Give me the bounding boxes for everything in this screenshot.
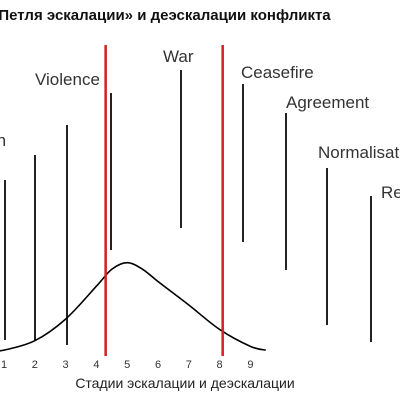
stage-label-5: Ceasefire <box>241 63 314 82</box>
x-tick-label: 5 <box>124 359 130 371</box>
x-tick-label: 3 <box>63 359 69 371</box>
stage-label-1: Confrontation <box>0 131 6 150</box>
curve-layer <box>0 261 266 352</box>
stage-label-6: Agreement <box>286 93 369 112</box>
escalation-curve <box>0 261 266 352</box>
x-tick-label: 8 <box>217 359 223 371</box>
x-tick-label: 6 <box>155 359 161 371</box>
stage-lines <box>4 70 372 345</box>
stage-label-7: Normalisation <box>318 143 400 162</box>
x-tick-label: 7 <box>186 359 192 371</box>
stage-label-8: Reconciliation <box>381 183 400 202</box>
x-tick-label: 2 <box>32 359 38 371</box>
x-tick-label: 9 <box>247 359 253 371</box>
x-tick-label: 4 <box>93 359 99 371</box>
stage-label-3: Violence <box>35 70 100 89</box>
stage-labels: ConfrontationPolarisationViolenceWarCeas… <box>0 47 400 202</box>
x-tick-label: 1 <box>1 359 7 371</box>
x-tick-labels: 1 2 3 4 5 6 7 8 9 <box>1 359 254 371</box>
x-axis-label: Стадии эскалации и деэскалации <box>75 375 294 391</box>
diagram-title: «Петля эскалации» и деэскалации конфликт… <box>0 7 331 24</box>
threshold-layer <box>104 45 224 356</box>
stage-label-4: War <box>163 47 194 66</box>
